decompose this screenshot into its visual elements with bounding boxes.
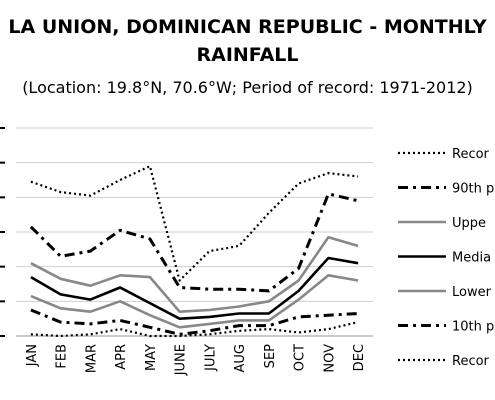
series-line-upper-quartile (30, 235, 359, 314)
legend-label: Recor (452, 147, 490, 162)
legend-label: 10th p (452, 320, 494, 335)
x-tick-label: APR (114, 344, 129, 370)
series-lines (29, 165, 359, 338)
chart-title-line-2: RAINFALL (196, 44, 299, 66)
x-tick-label: FEB (55, 344, 70, 369)
x-tick-label: JULY (203, 344, 218, 372)
legend-label: Uppe (452, 216, 486, 231)
series-line-record-high (30, 165, 359, 282)
legend-label: Recor (452, 354, 490, 369)
x-tick-label: OCT (293, 344, 308, 371)
legend-label: Media (452, 251, 491, 266)
legend: Recor 90th p Uppe Media Lower 10th p Recor (398, 147, 494, 369)
chart-title-line-1: LA UNION, DOMINICAN REPUBLIC - MONTHLY (8, 16, 487, 38)
chart-subtitle: (Location: 19.8°N, 70.6°W; Period of rec… (22, 78, 473, 97)
x-axis-labels: JAN FEB MAR APR MAY JUNE JULY AUG SEP OCT NOV DEC (25, 344, 367, 376)
x-tick-label: AUG (233, 344, 248, 372)
series-line-10th-percentile (30, 308, 359, 336)
x-tick-label: DEC (352, 344, 367, 371)
x-tick-label: MAR (84, 344, 99, 373)
x-tick-label: NOV (322, 344, 337, 373)
grid-lines (0, 127, 373, 337)
series-line-90th-percentile (29, 192, 359, 293)
legend-label: 90th p (452, 182, 494, 197)
series-line-median (30, 256, 359, 321)
x-tick-label: JUNE (174, 344, 189, 376)
legend-label: Lower (452, 285, 492, 300)
x-tick-label: JAN (25, 344, 40, 367)
series-line-lower-quartile (30, 273, 359, 329)
x-tick-label: MAY (144, 344, 159, 371)
x-tick-label: SEP (263, 344, 278, 368)
